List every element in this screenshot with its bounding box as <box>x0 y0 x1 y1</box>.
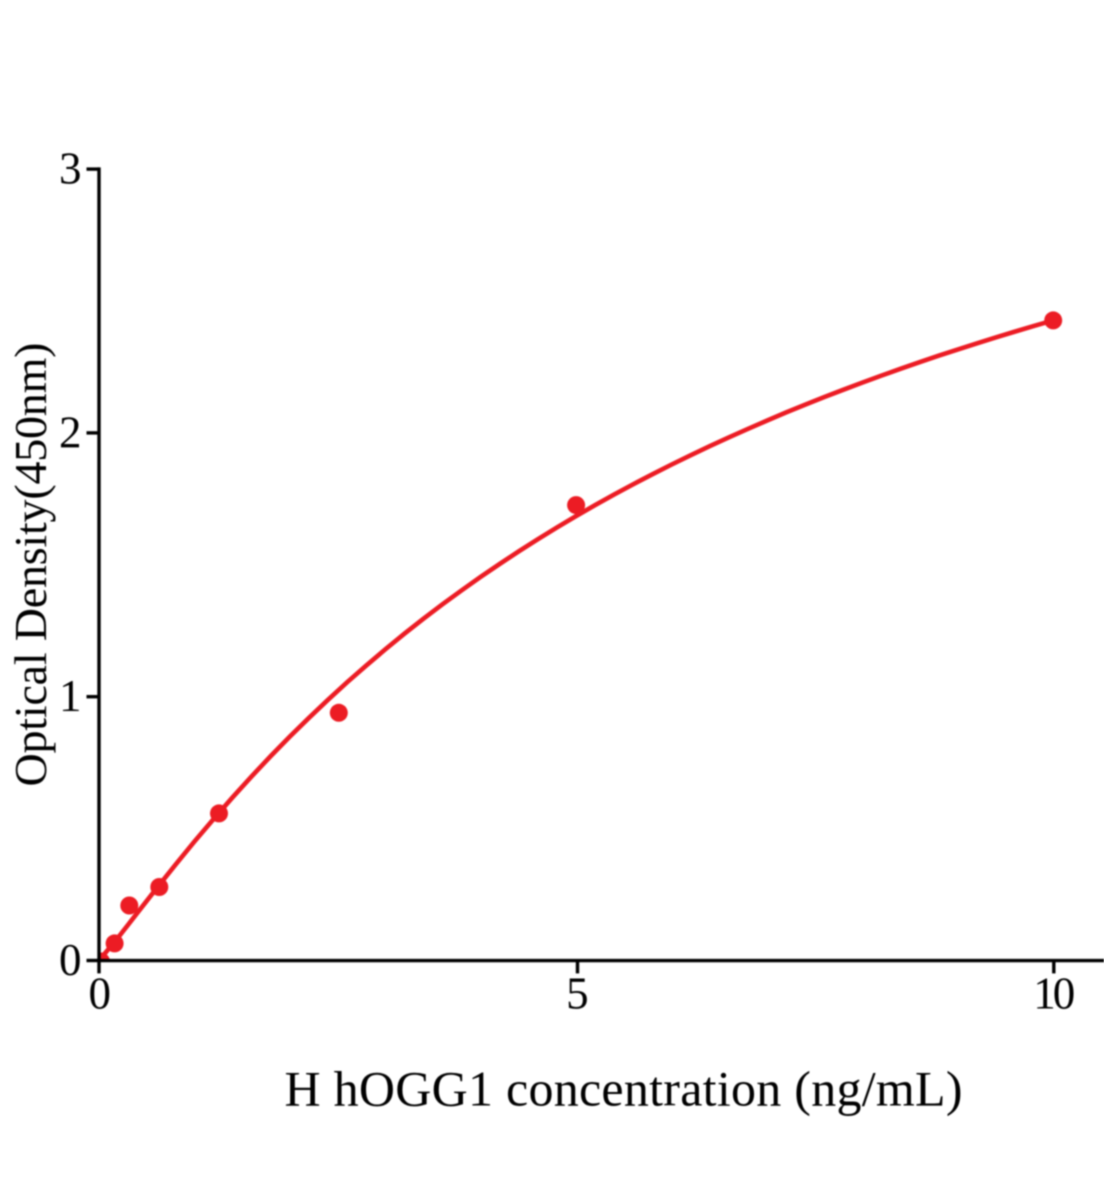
svg-text:0: 0 <box>59 935 82 985</box>
svg-text:Optical Density(450nm): Optical Density(450nm) <box>5 343 56 787</box>
svg-text:0: 0 <box>88 969 111 1019</box>
svg-text:H hOGG1 concentration (ng/mL): H hOGG1 concentration (ng/mL) <box>285 1060 963 1116</box>
svg-text:3: 3 <box>59 144 82 194</box>
svg-text:5: 5 <box>566 969 589 1019</box>
svg-text:1: 1 <box>59 671 82 721</box>
svg-text:10: 10 <box>1033 969 1075 1019</box>
svg-text:2: 2 <box>59 407 82 457</box>
